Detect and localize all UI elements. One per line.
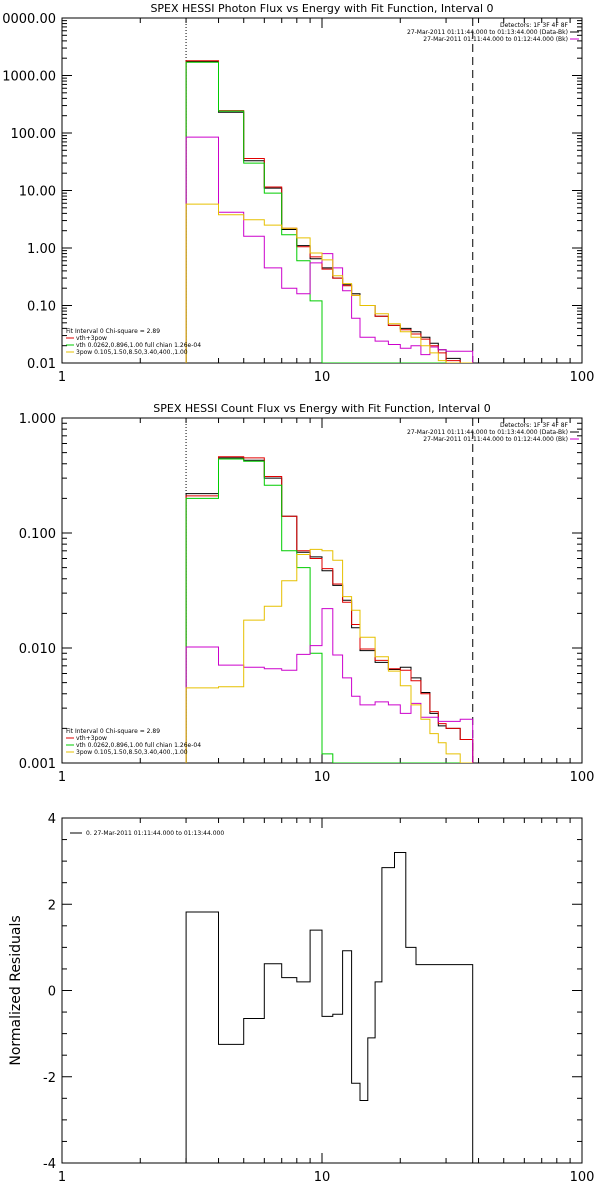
y-tick-label: 1.000 <box>19 412 56 427</box>
legend-text: 0. 27-Mar-2011 01:11:44.000 to 01:13:44.… <box>86 830 224 837</box>
fit-info-line: 3pow 0.105,1.50,8.50,3.40,400.,1.00 <box>76 349 188 356</box>
x-tick-label: 10 <box>314 1170 331 1185</box>
series-line-red <box>185 456 474 763</box>
fit-info-line: vth 0.0262,0.896,1.00 full chian 1.26e-0… <box>76 742 201 749</box>
header-line: Detectors: 1F 3F 4F 8F <box>500 22 569 29</box>
fit-info-line: vth 0.0262,0.896,1.00 full chian 1.26e-0… <box>76 342 201 349</box>
series-line-black <box>185 457 474 763</box>
fit-info-line: Fit Interval 0 Chi-square = 2.89 <box>66 728 160 735</box>
chart-title: SPEX HESSI Count Flux vs Energy with Fit… <box>153 402 490 415</box>
header-line: Detectors: 1F 3F 4F 8F <box>500 422 569 429</box>
y-tick-label: 0.100 <box>19 527 56 542</box>
series-line-green <box>185 458 473 763</box>
y-tick-label: -4 <box>43 1157 56 1172</box>
series-line-yellow <box>185 203 473 363</box>
photon-flux-panel: SPEX HESSI Photon Flux vs Energy with Fi… <box>2 2 594 385</box>
y-tick-label: 100.00 <box>11 127 57 142</box>
series-line-black <box>185 852 474 1163</box>
header-line: 27-Mar-2011 01:11:44.000 to 01:12:44.000… <box>423 436 568 443</box>
series-line-magenta <box>185 136 474 363</box>
y-tick-label: 0.001 <box>19 757 56 772</box>
x-tick-label: 10 <box>314 770 331 785</box>
header-line: 27-Mar-2011 01:11:44.000 to 01:12:44.000… <box>423 36 568 43</box>
x-tick-label: 10 <box>314 370 331 385</box>
series-line-magenta <box>185 608 474 763</box>
chart-title: SPEX HESSI Photon Flux vs Energy with Fi… <box>150 2 493 15</box>
residuals-panel: 1 10 100 -4 -2 0 2 4 Normalized Residuals 0. 27-M… <box>8 812 594 1185</box>
fit-info-line: 3pow 0.105,1.50,8.50,3.40,400.,1.00 <box>76 749 188 756</box>
header-line: 27-Mar-2011 01:11:44.000 to 01:13:44.000… <box>407 29 568 36</box>
fit-info-line: vth+3pow <box>76 335 107 342</box>
y-tick-label: 0000.00 <box>2 12 56 27</box>
y-tick-label: 2 <box>48 898 56 913</box>
y-tick-label: 4 <box>48 812 56 827</box>
y-tick-label: 0.10 <box>27 300 56 315</box>
fit-info-line: Fit Interval 0 Chi-square = 2.89 <box>66 328 160 335</box>
y-tick-label: 1000.00 <box>2 70 56 85</box>
y-tick-label: 1.00 <box>27 242 56 257</box>
x-tick-label: 100 <box>570 770 595 785</box>
y-tick-label: -2 <box>43 1071 56 1086</box>
x-tick-label: 1 <box>58 370 66 385</box>
x-tick-label: 1 <box>58 770 66 785</box>
x-tick-label: 1 <box>58 1170 66 1185</box>
series-line-yellow <box>185 548 473 763</box>
y-tick-label: 0.01 <box>27 357 56 372</box>
y-tick-label: 0.010 <box>19 642 56 657</box>
x-tick-label: 100 <box>570 370 595 385</box>
fit-info-line: vth+3pow <box>76 735 107 742</box>
y-tick-label: 0 <box>48 985 56 1000</box>
x-tick-label: 100 <box>570 1170 595 1185</box>
y-tick-label: 10.00 <box>19 185 56 200</box>
y-axis-label: Normalized Residuals <box>8 915 24 1065</box>
count-flux-panel: SPEX HESSI Count Flux vs Energy with Fit… <box>19 402 595 785</box>
header-line: 27-Mar-2011 01:11:44.000 to 01:13:44.000… <box>407 429 568 436</box>
series-line-green <box>185 61 473 363</box>
